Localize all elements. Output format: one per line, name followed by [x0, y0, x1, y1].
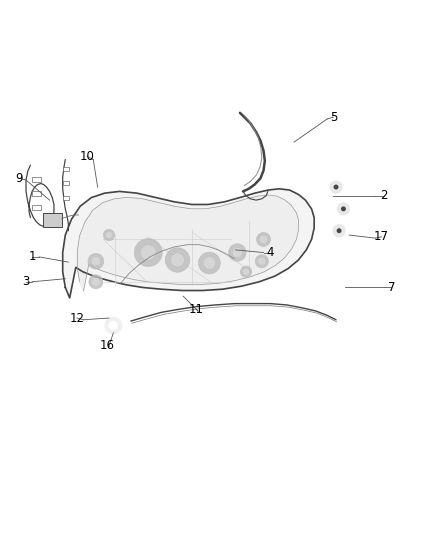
- Circle shape: [243, 269, 249, 274]
- Bar: [43, 213, 62, 227]
- Circle shape: [106, 232, 112, 238]
- Text: 16: 16: [100, 340, 115, 352]
- Text: 7: 7: [388, 281, 395, 294]
- Bar: [32, 177, 41, 182]
- Circle shape: [92, 278, 99, 285]
- Bar: [32, 191, 41, 196]
- Circle shape: [171, 254, 184, 266]
- Circle shape: [134, 239, 162, 266]
- Circle shape: [330, 181, 342, 193]
- Circle shape: [342, 207, 345, 211]
- Circle shape: [255, 255, 268, 268]
- Text: 12: 12: [70, 311, 85, 325]
- Circle shape: [198, 252, 220, 274]
- Text: 9: 9: [15, 172, 23, 185]
- Polygon shape: [63, 189, 314, 298]
- Bar: [63, 196, 69, 200]
- Polygon shape: [78, 195, 299, 291]
- Circle shape: [240, 266, 252, 277]
- Circle shape: [109, 321, 118, 330]
- Text: 17: 17: [374, 230, 389, 243]
- Circle shape: [334, 185, 338, 189]
- Text: 1: 1: [28, 251, 36, 263]
- Circle shape: [229, 244, 246, 261]
- Circle shape: [103, 229, 115, 241]
- Circle shape: [105, 317, 122, 334]
- Circle shape: [258, 258, 265, 264]
- Text: 10: 10: [80, 150, 95, 163]
- Text: 11: 11: [189, 303, 204, 316]
- Circle shape: [257, 232, 271, 246]
- Bar: [63, 167, 69, 171]
- Text: 2: 2: [380, 189, 388, 202]
- Circle shape: [165, 248, 190, 272]
- Circle shape: [333, 224, 345, 237]
- Bar: [32, 205, 41, 210]
- Text: 5: 5: [330, 111, 337, 124]
- Circle shape: [337, 229, 341, 232]
- Circle shape: [92, 257, 100, 265]
- Circle shape: [141, 246, 155, 260]
- Circle shape: [88, 253, 104, 269]
- Circle shape: [337, 203, 350, 215]
- Text: 3: 3: [22, 275, 30, 288]
- Circle shape: [233, 248, 242, 257]
- Circle shape: [89, 275, 103, 289]
- Circle shape: [204, 257, 215, 269]
- Circle shape: [260, 236, 267, 243]
- Text: 4: 4: [267, 246, 274, 259]
- Bar: [63, 181, 69, 185]
